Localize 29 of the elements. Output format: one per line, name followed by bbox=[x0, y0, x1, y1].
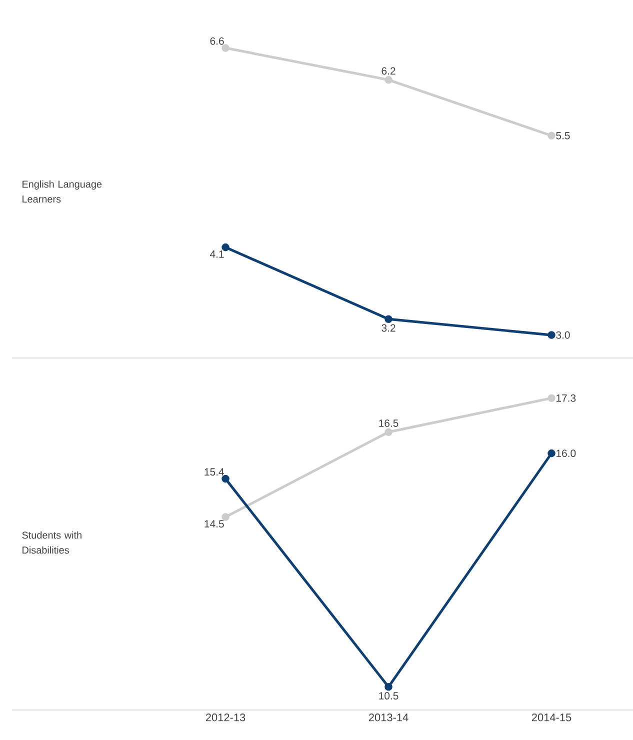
point bbox=[384, 315, 392, 323]
data-label: 5.5 bbox=[556, 132, 570, 140]
point bbox=[548, 331, 556, 339]
x-tick-label: 2012-13 bbox=[206, 714, 246, 722]
data-label: 3.2 bbox=[382, 324, 396, 332]
point bbox=[384, 428, 392, 436]
data-label: 17.3 bbox=[556, 394, 576, 402]
data-label: 10.5 bbox=[379, 692, 398, 700]
y-axis-title: English Language Learners bbox=[22, 180, 102, 203]
data-label: 15.4 bbox=[204, 468, 224, 476]
y-axis-title: Students with Disabilities bbox=[22, 531, 82, 554]
point bbox=[222, 44, 230, 52]
data-label: 3.0 bbox=[556, 331, 570, 339]
data-label: 16.5 bbox=[379, 419, 398, 427]
data-label: 6.2 bbox=[382, 67, 396, 75]
point bbox=[384, 683, 392, 691]
point bbox=[548, 449, 556, 458]
data-label: 4.1 bbox=[210, 250, 224, 258]
point bbox=[222, 243, 230, 252]
x-tick-label: 2013-14 bbox=[368, 714, 408, 722]
point bbox=[222, 513, 230, 521]
point bbox=[548, 394, 556, 402]
point bbox=[548, 132, 556, 140]
data-label: 16.0 bbox=[556, 450, 576, 458]
point bbox=[222, 474, 230, 483]
point bbox=[384, 76, 392, 84]
data-label: 14.5 bbox=[204, 520, 224, 528]
data-label: 6.6 bbox=[210, 37, 224, 45]
x-tick-label: 2014-15 bbox=[532, 714, 572, 722]
